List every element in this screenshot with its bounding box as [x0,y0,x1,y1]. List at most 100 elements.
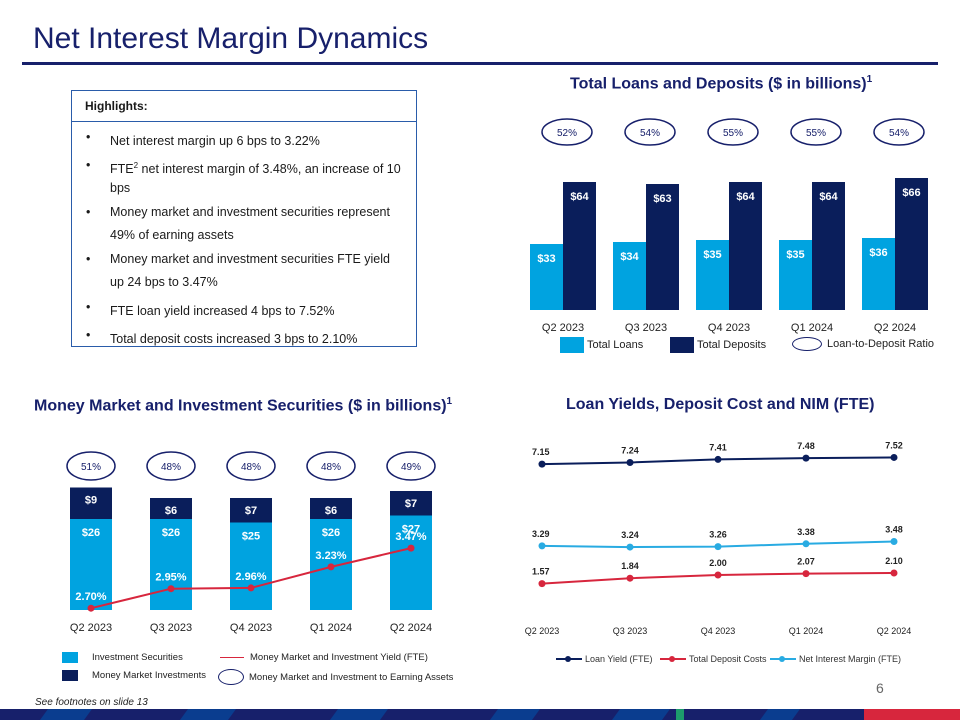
bar-total-deposits [895,178,928,310]
point-label: 2.07 [797,557,815,567]
ratio-oval [624,118,676,146]
ratio-oval [541,118,593,146]
footnote: See footnotes on slide 13 [35,697,148,708]
point-label: 7.52 [885,440,903,450]
highlights-list: Net interest margin up 6 bps to 3.22% FT… [72,122,416,349]
bar-total-deposits [563,182,596,310]
legend-marker [770,656,796,662]
point-label: 2.10 [885,556,903,566]
money-market-title: Money Market and Investment Securities (… [34,396,453,415]
ratio-label: 52% [557,128,577,139]
ratio-oval [386,451,436,481]
point-label: 3.48 [885,524,903,534]
yield-point [247,584,255,592]
bar-total-loans [779,240,812,310]
bar-money-market-investments [230,498,272,523]
bar-value-label: $6 [325,505,337,517]
series-point [626,543,634,551]
loans-deposits-legend: Total Loans Total Deposits Loan-to-Depos… [560,337,950,355]
x-tick-label: Q1 2024 [310,622,352,634]
ratio-label: 54% [889,128,909,139]
bar-value-label: $25 [242,531,260,543]
bar-total-loans [530,244,563,310]
bar-value-label: $36 [869,247,887,259]
x-tick-label: Q1 2024 [791,322,833,334]
ratio-oval [707,118,759,146]
highlight-item: Total deposit costs increased 3 bps to 2… [86,326,404,349]
highlight-item: FTE loan yield increased 4 bps to 7.52% [86,298,404,321]
yield-point [327,563,335,571]
series-point [626,458,634,466]
bar-value-label: $64 [819,191,838,203]
point-label: 3.38 [797,527,815,537]
legend-deposit-costs: Total Deposit Costs [660,654,767,664]
bar-value-label: $33 [537,253,555,265]
legend-total-deposits: Total Deposits [670,337,766,353]
legend-swatch [560,337,584,353]
highlight-item: Money market and investment securities r… [86,203,404,245]
yield-point [167,585,175,593]
series-point [890,569,898,577]
yields-title: Loan Yields, Deposit Cost and NIM (FTE) [566,396,875,413]
point-label: 7.15 [532,447,550,457]
bar-money-market-investments [70,487,112,519]
point-label: 3.24 [621,530,639,540]
bar-total-loans [862,238,895,310]
x-tick-label: Q2 2024 [874,322,916,334]
bar-investment-securities [230,522,272,610]
ratio-label: 48% [241,462,261,473]
series-point [890,453,898,461]
legend-swatch [62,652,78,663]
bar-total-deposits [646,184,679,310]
bar-value-label: $26 [322,527,340,539]
x-tick-label: Q4 2023 [701,626,736,636]
x-tick-label: Q3 2023 [613,626,648,636]
point-label: 7.24 [621,445,639,455]
yield-label: 3.47% [395,531,426,543]
series-point [802,540,810,548]
bar-total-loans [613,242,646,310]
yield-point [87,604,95,612]
bar-value-label: $63 [653,193,671,205]
loans-deposits-chart: 52% $33 $64 Q2 2023 54% $34 $63 Q3 2023 55% $35 $6… [530,118,928,334]
bar-total-loans [696,240,729,310]
yield-label: 3.23% [315,550,346,562]
bar-money-market-investments [310,498,352,519]
series-point [538,542,546,550]
highlights-box: Highlights: Net interest margin up 6 bps… [71,90,417,347]
bar-money-market-investments [390,491,432,516]
series-point [802,570,810,578]
legend-oval [218,669,244,685]
legend-marker [660,656,686,662]
x-tick-label: Q2 2024 [877,626,912,636]
legend-swatch [62,670,78,681]
bar-value-label: $26 [162,527,180,539]
point-label: 3.26 [709,530,727,540]
bar-value-label: $66 [902,187,920,199]
series-point [890,537,898,545]
legend-earning-assets-ratio: Money Market and Investment to Earning A… [218,669,453,685]
yield-label: 2.96% [235,571,266,583]
ratio-oval [790,118,842,146]
legend-yield: Money Market and Investment Yield (FTE) [220,652,428,663]
ratio-label: 55% [723,128,743,139]
series-point [802,454,810,462]
bar-value-label: $27 [402,524,420,536]
x-tick-label: Q2 2023 [525,626,560,636]
legend-nim: Net Interest Margin (FTE) [770,654,901,664]
series-point [538,580,546,588]
series-point [714,543,722,551]
x-tick-label: Q3 2023 [625,322,667,334]
yield-label: 2.95% [155,572,186,584]
legend-oval [792,337,822,351]
bar-value-label: $7 [405,498,417,510]
ratio-label: 51% [81,462,101,473]
series-point [626,574,634,582]
bar-value-label: $7 [245,505,257,517]
point-label: 3.29 [532,529,550,539]
point-label: 1.57 [532,567,550,577]
point-label: 7.41 [709,442,727,452]
ratio-oval [306,451,356,481]
series-point [714,571,722,579]
bar-money-market-investments [150,498,192,519]
